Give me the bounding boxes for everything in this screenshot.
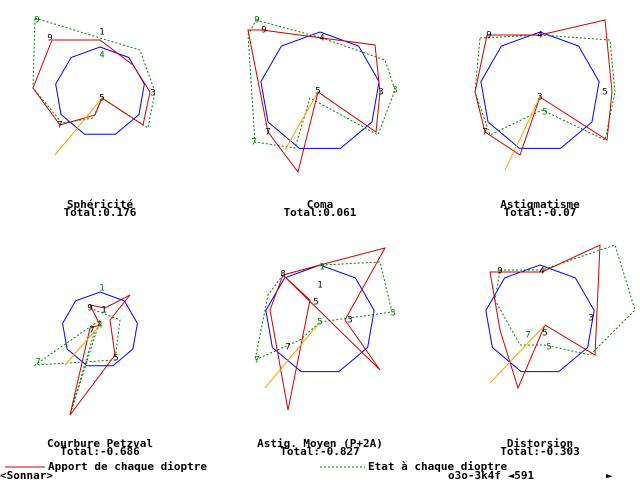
next-arrow[interactable]: ► [606,469,613,480]
surface-label: 7 [265,128,270,138]
surface-label: 9 [497,267,502,277]
panel-total: Total:0.176 [64,206,137,219]
surface-label: 5 [99,94,104,104]
panel-title: Astig. Moyen (P+2A) [257,437,383,450]
ray [284,91,319,151]
ray [54,97,103,156]
surface-label: 7 [57,121,62,131]
panel-total: Total:-0.827 [280,445,359,458]
surface-label: 1 [317,281,322,291]
reference-polygon [260,31,380,149]
surface-label: 9 [254,16,259,26]
surface-label: 5 [317,318,322,328]
state-path [494,244,636,356]
state-path [32,17,156,129]
surface-label: 7 [525,331,530,341]
surface-label: 9 [87,304,92,314]
state-path [247,19,396,149]
surface-label: 4 [97,321,102,331]
surface-label: 3 [347,316,352,326]
contribution-path [247,29,381,174]
surface-label: 3 [537,93,542,103]
surface-label: 9 [486,31,491,41]
contribution-path [474,19,613,156]
surface-label: 7 [482,128,487,138]
lens-code: o3o-3k4f ◄591 [448,469,534,480]
surface-label: 4 [539,267,544,277]
ray [64,324,101,366]
surface-label: 9 [34,16,39,26]
legend-state: Etat à chaque dioptre [368,460,507,473]
surface-label: 3 [378,88,383,98]
surface-label: 4 [537,31,542,41]
reference-polygon [265,264,375,373]
surface-label: 4 [319,34,324,44]
panel-total: Total:-0.303 [500,445,579,458]
surface-label: 3 [150,89,155,99]
surface-label: 9 [47,34,52,44]
panel-title: Distorsion [507,437,573,450]
surface-label: 1 [99,28,104,38]
panel-title: Coma [307,198,334,211]
panel-total: Total:-0.686 [60,445,140,458]
surface-label: 3 [392,86,397,96]
panel-title: Sphéricité [67,198,134,211]
lens-name: <Sonnar> [0,469,53,480]
surface-label: 9 [261,26,266,36]
panel-title: Astigmatisme [500,198,580,211]
surface-label: 7 [285,343,290,353]
surface-label: 3 [588,314,593,324]
surface-label: 1 [99,284,104,294]
surface-label: 1 [101,306,106,316]
surface-label: 7 [35,358,40,368]
state-path [33,307,121,416]
surface-label: 5 [602,88,607,98]
surface-label: 5 [113,354,118,364]
state-path [474,34,616,141]
reference-polygon [62,291,138,367]
surface-label: 5 [313,298,318,308]
legend-contribution: Apport de chaque dioptre [48,460,207,473]
panel-title: Courbure Petzval [47,437,153,450]
contribution-path [69,294,131,416]
surface-label: 1 [319,263,324,273]
surface-label: 3 [390,309,395,319]
contribution-path [269,247,387,411]
surface-label: 7 [254,356,259,366]
state-path [254,261,393,361]
contribution-path [32,39,151,126]
surface-label: 5 [546,343,551,353]
ray [504,96,541,171]
surface-label: 7 [251,138,256,148]
panel-total: Total:-0.07 [504,206,577,219]
surface-label: 5 [315,87,320,97]
surface-label: 8 [280,270,285,280]
reference-polygon [485,264,595,373]
surface-label: 4 [99,51,104,61]
surface-label: 7 [89,326,94,336]
panel-total: Total:0.061 [284,206,357,219]
surface-label: 5 [542,329,547,339]
surface-label: 5 [542,108,547,118]
ray [264,321,321,389]
ray [489,324,546,384]
reference-polygon [480,31,600,149]
